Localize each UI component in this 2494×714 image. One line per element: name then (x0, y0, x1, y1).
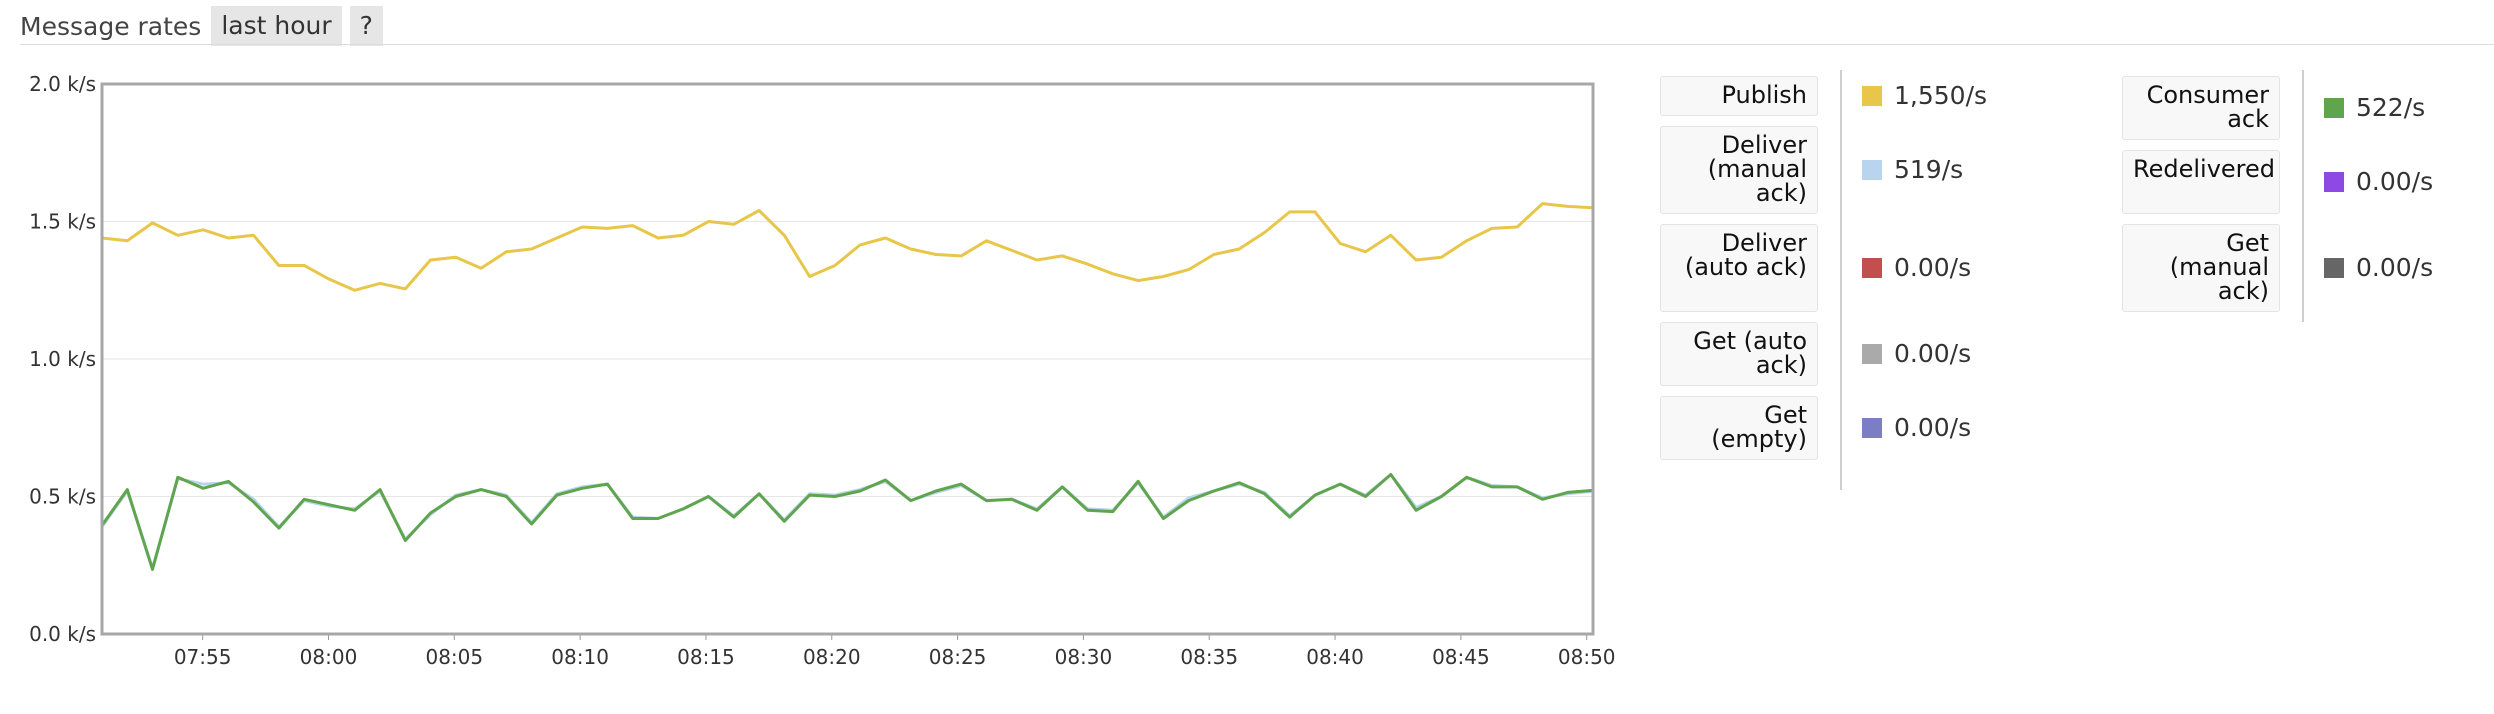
chart-header: Message rates last hour ? (20, 6, 383, 46)
legend-value: 0.00/s (1894, 339, 1972, 368)
x-tick-label: 08:05 (425, 645, 483, 669)
legend-label: Get (auto ack) (1660, 322, 1818, 386)
legend-label: Deliver (manual ack) (1660, 126, 1818, 214)
y-tick-label: 0.5 k/s (29, 485, 96, 509)
legend-item-get-empty[interactable]: Get (empty) 0.00/s (1660, 396, 2060, 460)
y-tick-label: 1.5 k/s (29, 210, 96, 234)
legend-item-redelivered[interactable]: Redelivered 0.00/s (2122, 150, 2494, 214)
x-tick-label: 08:15 (677, 645, 735, 669)
legend-label: Publish (1660, 76, 1818, 116)
period-selector[interactable]: last hour (211, 6, 342, 46)
y-tick-label: 2.0 k/s (29, 72, 96, 96)
header-divider (20, 44, 2494, 45)
legend-divider-left (1840, 70, 1842, 490)
x-tick-label: 08:20 (803, 645, 861, 669)
legend-item-consumer-ack[interactable]: Consumer ack 522/s (2122, 76, 2494, 140)
legend-label: Get (manual ack) (2122, 224, 2280, 312)
legend-value: 0.00/s (2356, 253, 2434, 282)
x-tick-label: 07:55 (174, 645, 232, 669)
legend-value: 0.00/s (1894, 413, 1972, 442)
legend-divider-right (2302, 70, 2304, 322)
legend-swatch (1862, 344, 1882, 364)
x-tick-label: 08:50 (1558, 645, 1616, 669)
series-line-deliver-manual-ack (100, 473, 1594, 570)
legend-label: Deliver (auto ack) (1660, 224, 1818, 312)
x-tick-label: 08:25 (929, 645, 987, 669)
legend-swatch (1862, 418, 1882, 438)
legend-swatch (1862, 86, 1882, 106)
legend-swatch (1862, 160, 1882, 180)
series-line-publish (101, 202, 1594, 292)
legend-label: Consumer ack (2122, 76, 2280, 140)
legend-label: Get (empty) (1660, 396, 1818, 460)
x-tick-label: 08:45 (1432, 645, 1490, 669)
legend-value: 0.00/s (1894, 253, 1972, 282)
legend-item-deliver-manual-ack[interactable]: Deliver (manual ack) 519/s (1660, 126, 2060, 214)
x-tick-label: 08:40 (1306, 645, 1364, 669)
section-title: Message rates (20, 11, 202, 41)
legend-item-get-auto-ack[interactable]: Get (auto ack) 0.00/s (1660, 322, 2060, 386)
x-tick-label: 08:10 (551, 645, 609, 669)
legend-swatch (2324, 98, 2344, 118)
x-tick-label: 08:00 (300, 645, 358, 669)
y-tick-label: 0.0 k/s (29, 622, 96, 646)
legend-swatch (2324, 258, 2344, 278)
legend-swatch (2324, 172, 2344, 192)
plot-frame (100, 82, 1595, 636)
legend-value: 0.00/s (2356, 167, 2434, 196)
x-tick-label: 08:35 (1180, 645, 1238, 669)
y-tick-label: 1.0 k/s (29, 347, 96, 371)
message-rates-chart: 0.0 k/s 0.5 k/s 1.0 k/s 1.5 k/s 2.0 k/s 07:55… (29, 72, 1616, 669)
legend-item-get-manual-ack[interactable]: Get (manual ack) 0.00/s (2122, 224, 2494, 312)
legend-label: Redelivered (2122, 150, 2280, 214)
legend-item-publish[interactable]: Publish 1,550/s (1660, 76, 2060, 116)
x-tick-label: 08:30 (1055, 645, 1113, 669)
legend-value: 519/s (1894, 155, 1964, 184)
legend-swatch (1862, 258, 1882, 278)
series-line-consumer-ack (100, 473, 1594, 571)
legend-value: 522/s (2356, 93, 2426, 122)
legend-item-deliver-auto-ack[interactable]: Deliver (auto ack) 0.00/s (1660, 224, 2060, 312)
help-button[interactable]: ? (349, 6, 383, 46)
legend-value: 1,550/s (1894, 81, 1988, 110)
